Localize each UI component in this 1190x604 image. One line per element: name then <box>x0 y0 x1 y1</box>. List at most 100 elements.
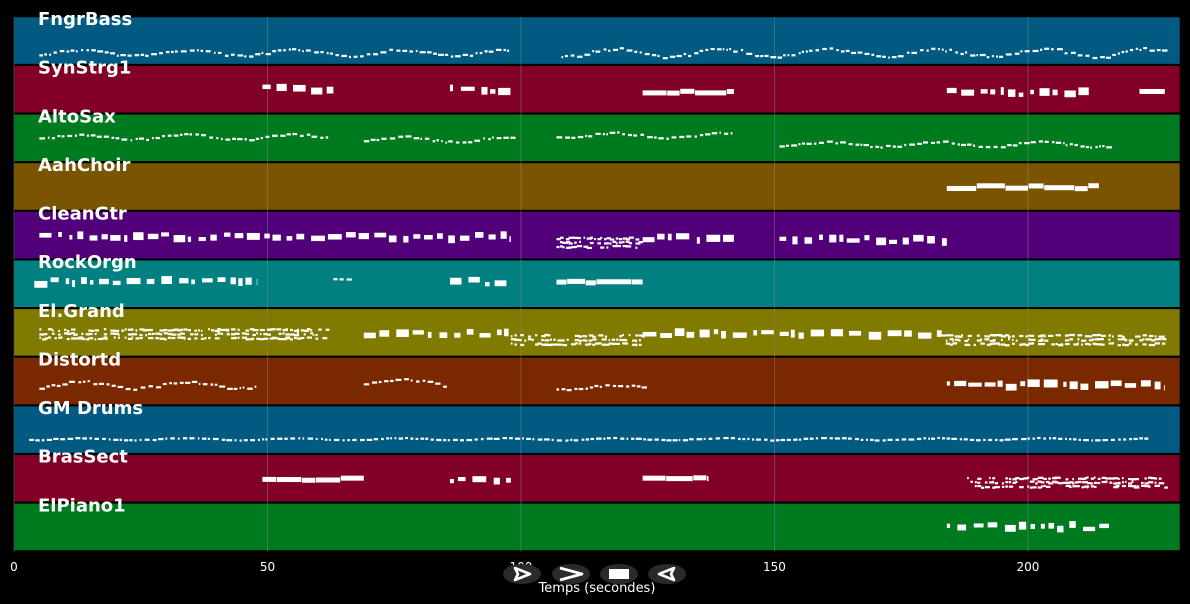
note <box>435 382 441 385</box>
note <box>291 48 297 51</box>
note <box>602 132 605 136</box>
note <box>770 439 775 442</box>
x-tick-label: 0 <box>10 560 18 574</box>
note <box>565 246 570 249</box>
note <box>1065 437 1067 440</box>
note <box>194 329 197 332</box>
note <box>594 384 599 388</box>
note <box>75 337 81 340</box>
track-band <box>13 113 1181 162</box>
note <box>180 50 187 53</box>
note <box>945 334 951 337</box>
note <box>604 338 607 341</box>
note <box>1154 481 1157 484</box>
note <box>625 245 632 248</box>
note <box>930 141 935 145</box>
note <box>551 438 554 442</box>
note <box>1032 49 1039 53</box>
note <box>1097 333 1101 337</box>
note <box>245 329 249 332</box>
play-button[interactable] <box>503 564 541 584</box>
note <box>494 280 507 287</box>
note <box>474 438 478 441</box>
note <box>134 439 137 442</box>
note <box>287 337 290 340</box>
note <box>1028 338 1032 341</box>
note <box>360 438 365 442</box>
note <box>135 329 138 332</box>
note <box>133 388 138 391</box>
note <box>860 438 864 442</box>
note <box>1045 485 1051 488</box>
note <box>1130 339 1133 342</box>
note <box>184 133 189 136</box>
note <box>592 50 595 53</box>
note <box>156 386 162 389</box>
note <box>836 48 839 52</box>
note <box>1072 482 1075 485</box>
note <box>829 437 833 440</box>
note <box>97 50 104 53</box>
track-area <box>13 16 1181 551</box>
note <box>159 52 163 55</box>
note <box>699 133 704 137</box>
note <box>974 484 977 488</box>
note <box>220 137 223 141</box>
note <box>517 338 521 342</box>
note <box>576 245 583 248</box>
back-button[interactable] <box>648 564 686 584</box>
note <box>177 336 183 339</box>
note <box>1069 143 1073 146</box>
note <box>597 242 601 245</box>
note <box>88 329 92 332</box>
note <box>1055 334 1058 337</box>
note <box>549 343 554 346</box>
note <box>557 343 563 346</box>
note <box>436 139 439 142</box>
note <box>936 330 942 337</box>
note <box>1158 477 1162 480</box>
note <box>1030 334 1035 337</box>
note <box>484 50 488 53</box>
note <box>1101 480 1107 484</box>
note <box>987 522 998 528</box>
note <box>1056 48 1063 51</box>
note <box>180 332 185 335</box>
note <box>622 237 628 240</box>
note <box>475 52 478 55</box>
note <box>1081 481 1085 484</box>
note <box>642 90 667 96</box>
note <box>582 334 585 338</box>
note <box>110 235 121 241</box>
note <box>941 238 947 246</box>
note <box>1118 477 1120 481</box>
note <box>1112 53 1116 57</box>
note <box>276 337 280 340</box>
note <box>815 437 819 440</box>
note <box>596 437 602 440</box>
note <box>296 233 305 240</box>
note <box>198 237 206 242</box>
note <box>923 437 926 440</box>
note <box>864 52 870 56</box>
note <box>1154 484 1160 487</box>
note <box>67 134 73 138</box>
note <box>566 389 572 392</box>
note <box>376 138 380 142</box>
note <box>220 332 224 335</box>
note <box>622 133 625 136</box>
note <box>522 437 524 440</box>
stop-button[interactable] <box>600 564 638 584</box>
note <box>1004 334 1010 337</box>
note <box>52 332 55 335</box>
note <box>624 342 629 345</box>
note <box>113 336 116 339</box>
note <box>266 333 271 336</box>
note <box>263 333 268 336</box>
note <box>578 342 582 345</box>
forward-button[interactable] <box>552 564 590 584</box>
note <box>588 334 594 337</box>
note <box>654 438 659 441</box>
note <box>857 51 863 54</box>
note <box>1121 50 1125 54</box>
